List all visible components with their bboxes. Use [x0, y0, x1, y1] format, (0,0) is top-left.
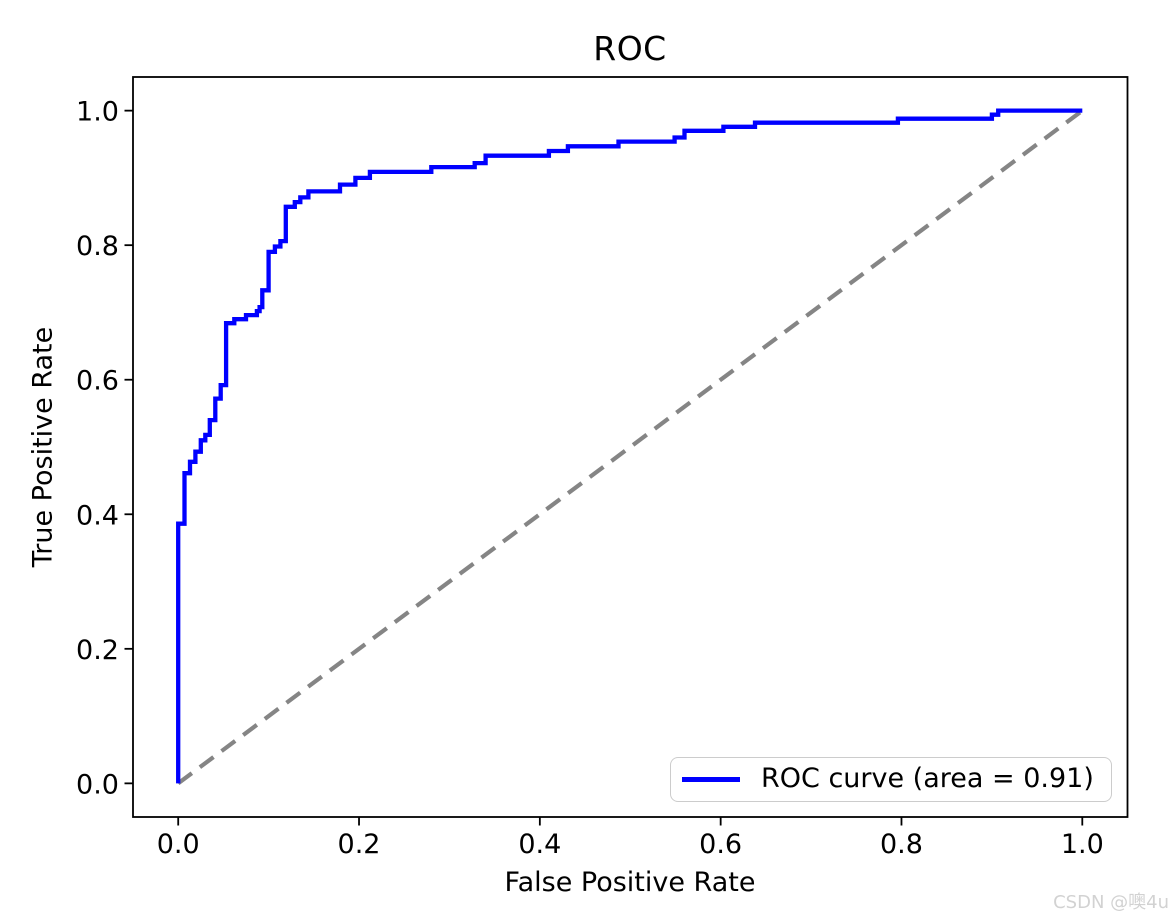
x-axis-label: False Positive Rate — [504, 867, 756, 898]
chart-title: ROC — [593, 29, 667, 68]
x-tick-label: 0.6 — [699, 829, 742, 860]
chance-diagonal-line — [176, 108, 1084, 786]
y-tick-label: 0.2 — [76, 635, 119, 666]
y-tick-label: 0.4 — [76, 500, 119, 531]
x-tick-label: 0.2 — [338, 829, 381, 860]
y-tick-label: 0.0 — [76, 769, 119, 800]
y-tick-label: 0.8 — [76, 231, 119, 262]
x-tick-label: 0.4 — [518, 829, 561, 860]
plot-border — [132, 76, 1129, 818]
x-tick-label: 1.0 — [1061, 829, 1104, 860]
watermark-text: CSDN @噢4u — [1053, 892, 1169, 913]
y-tick-label: 1.0 — [76, 97, 119, 128]
legend-box: ROC curve (area = 0.91) — [670, 757, 1112, 802]
legend-roc-line-sample — [682, 777, 740, 782]
y-axis-label: True Positive Rate — [27, 326, 59, 568]
x-tick-label: 0.8 — [880, 829, 923, 860]
roc-curve-line — [176, 108, 1083, 784]
y-tick-label: 0.6 — [76, 366, 119, 397]
legend-label: ROC curve (area = 0.91) — [761, 763, 1094, 794]
x-tick-label: 0.0 — [157, 829, 200, 860]
